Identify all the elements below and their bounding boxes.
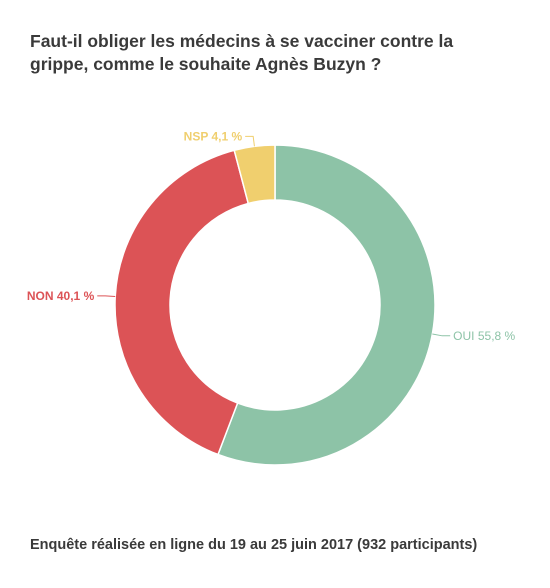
- slice-nsp: [233, 144, 276, 205]
- slice-non: [114, 149, 250, 456]
- slice-oui: [217, 144, 436, 466]
- slices-group: [114, 144, 436, 466]
- label-non: NON 40,1 %: [27, 289, 95, 303]
- leader-line-oui: [432, 333, 451, 337]
- leader-line-non: [97, 295, 116, 297]
- leader-line-nsp: [245, 135, 255, 147]
- label-oui: OUI 55,8 %: [453, 329, 515, 343]
- labels-group: OUI 55,8 % NON 40,1 % NSP 4,1 %: [27, 129, 516, 342]
- source-note: Enquête réalisée en ligne du 19 au 25 ju…: [30, 537, 478, 553]
- chart-title: Faut-il obliger les médecins à se vaccin…: [30, 31, 454, 74]
- label-nsp: NSP 4,1 %: [184, 129, 243, 143]
